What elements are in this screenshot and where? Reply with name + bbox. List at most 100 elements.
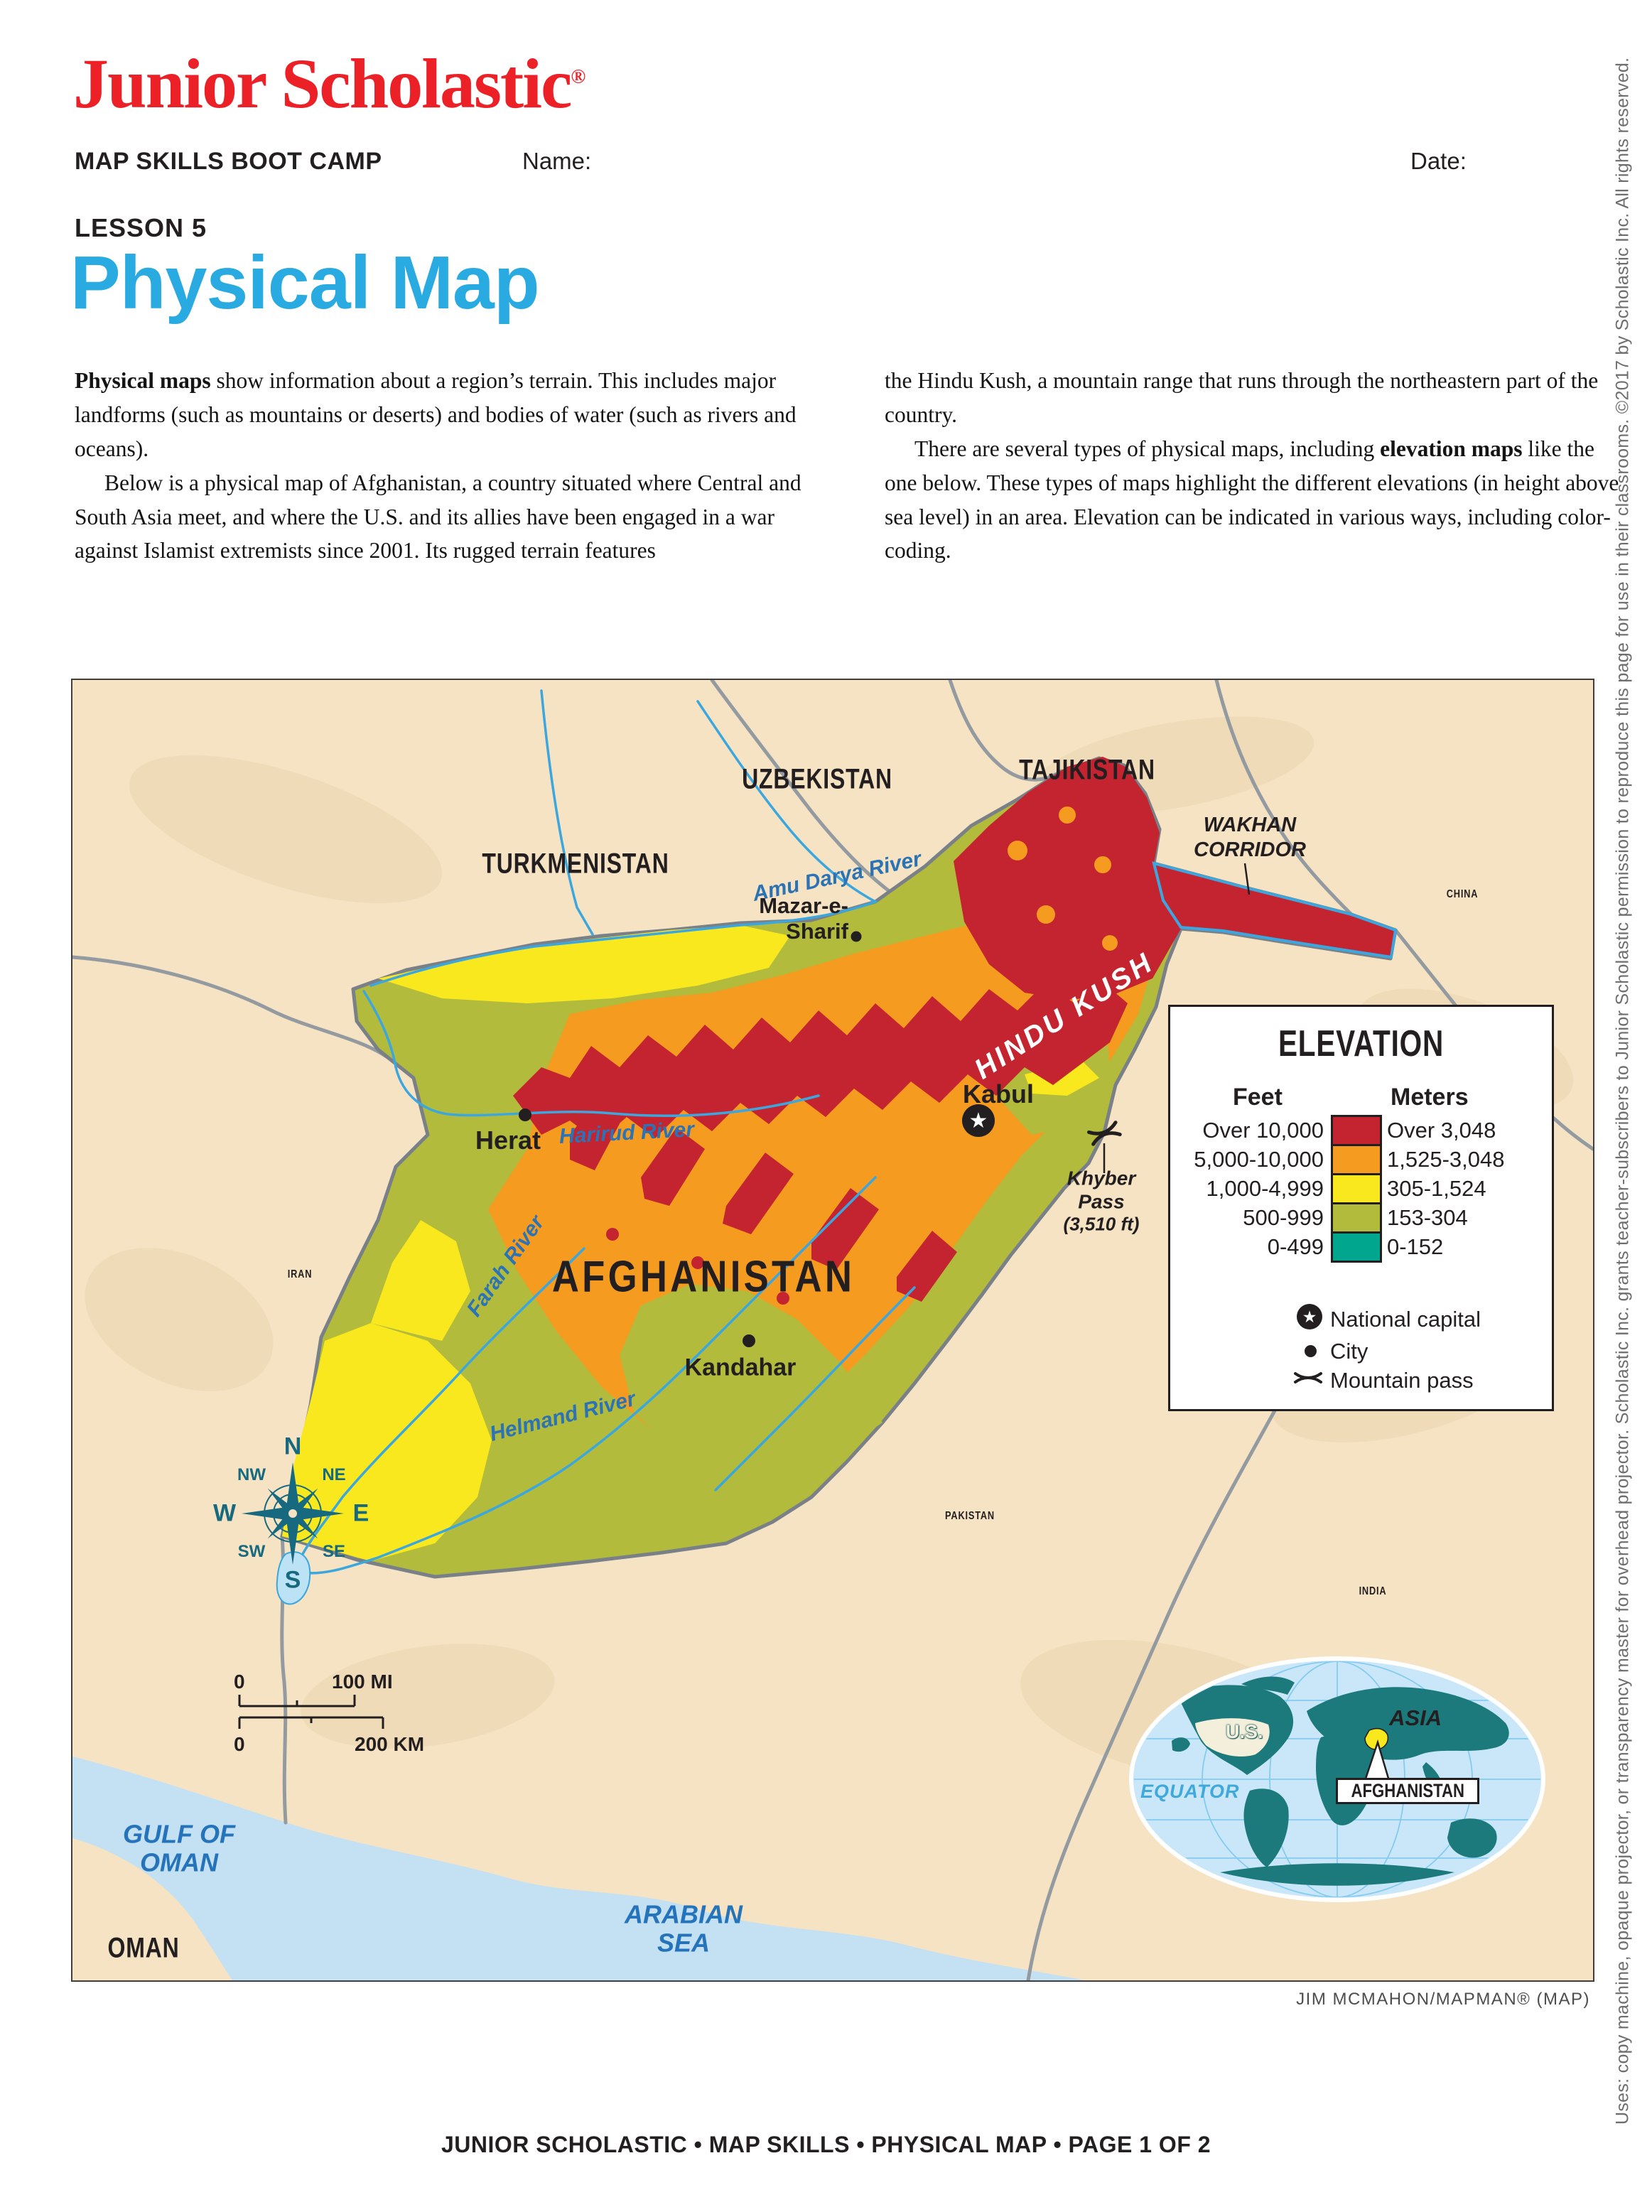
legend-row: Over 10,000 Over 3,048 (1170, 1115, 1552, 1146)
color-swatch (1331, 1231, 1382, 1263)
star-icon: ★ (1302, 1307, 1317, 1326)
lesson-number: LESSON 5 (75, 213, 207, 242)
arabian-line1: ARABIAN (625, 1899, 743, 1929)
label-inset-asia: ASIA (1389, 1705, 1442, 1730)
intro-column-1: Physical maps show information about a r… (75, 364, 817, 568)
scale-lines (238, 1695, 384, 1729)
compass-star-icon (242, 1462, 344, 1565)
compass-rose: N S E W NE NW SE SW (213, 1433, 369, 1594)
color-swatch (1331, 1115, 1382, 1146)
label-khyber-pass: Khyber Pass (3,510 ft) (1064, 1167, 1140, 1236)
gulf-line2: OMAN (139, 1848, 218, 1877)
registered-mark: ® (571, 65, 585, 88)
elevation-legend: ELEVATION Feet Meters Over 10,000 Over 3… (1168, 1005, 1554, 1411)
label-turkmenistan: TURKMENISTAN (482, 848, 669, 880)
meters-value: 305-1,524 (1387, 1176, 1486, 1201)
capital-star-kabul: ★ (962, 1104, 995, 1137)
intro-paragraph-4: There are several types of physical maps… (885, 432, 1627, 568)
legend-row: 1,000-4,999 305-1,524 (1170, 1173, 1552, 1204)
compass-s: S (284, 1566, 301, 1594)
legend-row: 5,000-10,000 1,525-3,048 (1170, 1144, 1552, 1175)
meters-value: 0-152 (1387, 1234, 1444, 1259)
page-footer: JUNIOR SCHOLASTIC • MAP SKILLS • PHYSICA… (441, 2132, 1211, 2157)
wakhan-line2: CORRIDOR (1194, 838, 1306, 861)
intro-paragraph-1: Physical maps show information about a r… (75, 364, 817, 466)
arabian-line2: SEA (657, 1928, 711, 1958)
scale-mi-zero: 0 (234, 1671, 245, 1693)
city-symbol (1305, 1345, 1317, 1357)
gulf-line1: GULF OF (123, 1819, 235, 1849)
page-title: Physical Map (70, 241, 540, 325)
intro-paragraph-2: Below is a physical map of Afghanistan, … (75, 470, 801, 563)
paragraph-text: like the one below. These types of maps … (885, 436, 1619, 563)
logo-text: Junior Scholastic (73, 44, 572, 123)
feet-value: 5,000-10,000 (1194, 1147, 1324, 1172)
name-label: Name: (522, 148, 592, 174)
compass-n: N (284, 1433, 302, 1460)
label-herat: Herat (475, 1126, 541, 1155)
series-kicker: MAP SKILLS BOOT CAMP (75, 148, 382, 175)
compass-w: W (212, 1499, 237, 1527)
legend-title: ELEVATION (1278, 1023, 1445, 1064)
mountain-pass-icon (1294, 1372, 1322, 1383)
compass-ne: NE (322, 1465, 346, 1484)
feet-value: 0-499 (1267, 1234, 1324, 1259)
label-kandahar: Kandahar (684, 1354, 797, 1381)
inset-afghanistan-text: AFGHANISTAN (1351, 1780, 1464, 1801)
physical-map: UZBEKISTAN TAJIKISTAN TURKMENISTAN CHINA… (71, 679, 1594, 1982)
scale-bar: 0 100 MI 0 200 KM (232, 1671, 474, 1759)
label-inset-us: U.S. (1226, 1721, 1263, 1742)
junior-scholastic-logo: Junior Scholastic® (73, 43, 585, 124)
khyber-elevation: (3,510 ft) (1063, 1213, 1140, 1235)
khyber-line2: Pass (1078, 1190, 1125, 1213)
legend-capital-label: National capital (1330, 1307, 1481, 1332)
compass-se: SE (322, 1542, 346, 1561)
label-kabul: Kabul (962, 1079, 1035, 1108)
scale-km-zero: 0 (234, 1733, 245, 1755)
date-label: Date: (1410, 148, 1467, 174)
copyright-sidebar: Uses: copy machine, opaque projector, or… (1612, 57, 1633, 2125)
world-inset-map: U.S. ASIA EQUATOR AFGHANISTAN (1128, 1656, 1547, 1903)
legend-row: 500-999 153-304 (1170, 1202, 1552, 1234)
label-iran: IRAN (287, 1268, 313, 1280)
label-mazar-line1: Mazar-e- (759, 893, 848, 918)
label-uzbekistan: UZBEKISTAN (742, 763, 892, 795)
compass-sw: SW (237, 1542, 266, 1561)
compass-nw: NW (237, 1465, 266, 1484)
bold-term: elevation maps (1380, 436, 1523, 461)
legend-row: 0-499 0-152 (1170, 1231, 1552, 1263)
meters-value: 153-304 (1387, 1205, 1468, 1230)
label-oman: OMAN (107, 1932, 180, 1964)
meters-value: Over 3,048 (1387, 1118, 1496, 1143)
label-pakistan: PAKISTAN (945, 1510, 995, 1522)
star-icon: ★ (968, 1108, 988, 1133)
label-inset-equator: EQUATOR (1140, 1781, 1240, 1802)
label-arabian-sea: ARABIAN SEA (625, 1899, 743, 1958)
label-tajikistan: TAJIKISTAN (1019, 754, 1155, 786)
scale-mi-label: 100 MI (332, 1671, 393, 1693)
city-dot-mazar (851, 931, 862, 942)
khyber-line1: Khyber (1067, 1167, 1136, 1189)
city-dot-kandahar (743, 1334, 755, 1347)
legend-pass-label: Mountain pass (1330, 1368, 1474, 1393)
feet-value: 500-999 (1243, 1205, 1324, 1230)
color-swatch (1331, 1173, 1382, 1204)
meters-value: 1,525-3,048 (1387, 1147, 1505, 1172)
label-gulf-of-oman: GULF OF OMAN (123, 1820, 235, 1878)
legend-feet-header: Feet (1233, 1084, 1283, 1111)
capital-symbol: ★ (1297, 1304, 1322, 1329)
bold-lead: Physical maps (75, 368, 211, 393)
intro-paragraph-3: the Hindu Kush, a mountain range that ru… (885, 368, 1599, 427)
label-wakhan-corridor: WAKHAN CORRIDOR (1194, 813, 1306, 863)
inset-afghanistan-callout: AFGHANISTAN (1336, 1778, 1479, 1804)
color-swatch (1331, 1144, 1382, 1175)
paragraph-text: show information about a region’s terrai… (75, 368, 797, 461)
feet-value: Over 10,000 (1202, 1118, 1324, 1143)
label-india: INDIA (1359, 1585, 1387, 1597)
legend-city-label: City (1330, 1339, 1368, 1364)
color-swatch (1331, 1202, 1382, 1234)
map-credit: JIM MCMAHON/MAPMAN® (MAP) (1296, 1990, 1590, 2009)
paragraph-text: There are several types of physical maps… (914, 436, 1381, 461)
scale-km-label: 200 KM (355, 1733, 425, 1755)
label-mazar-line2: Sharif (786, 919, 848, 944)
